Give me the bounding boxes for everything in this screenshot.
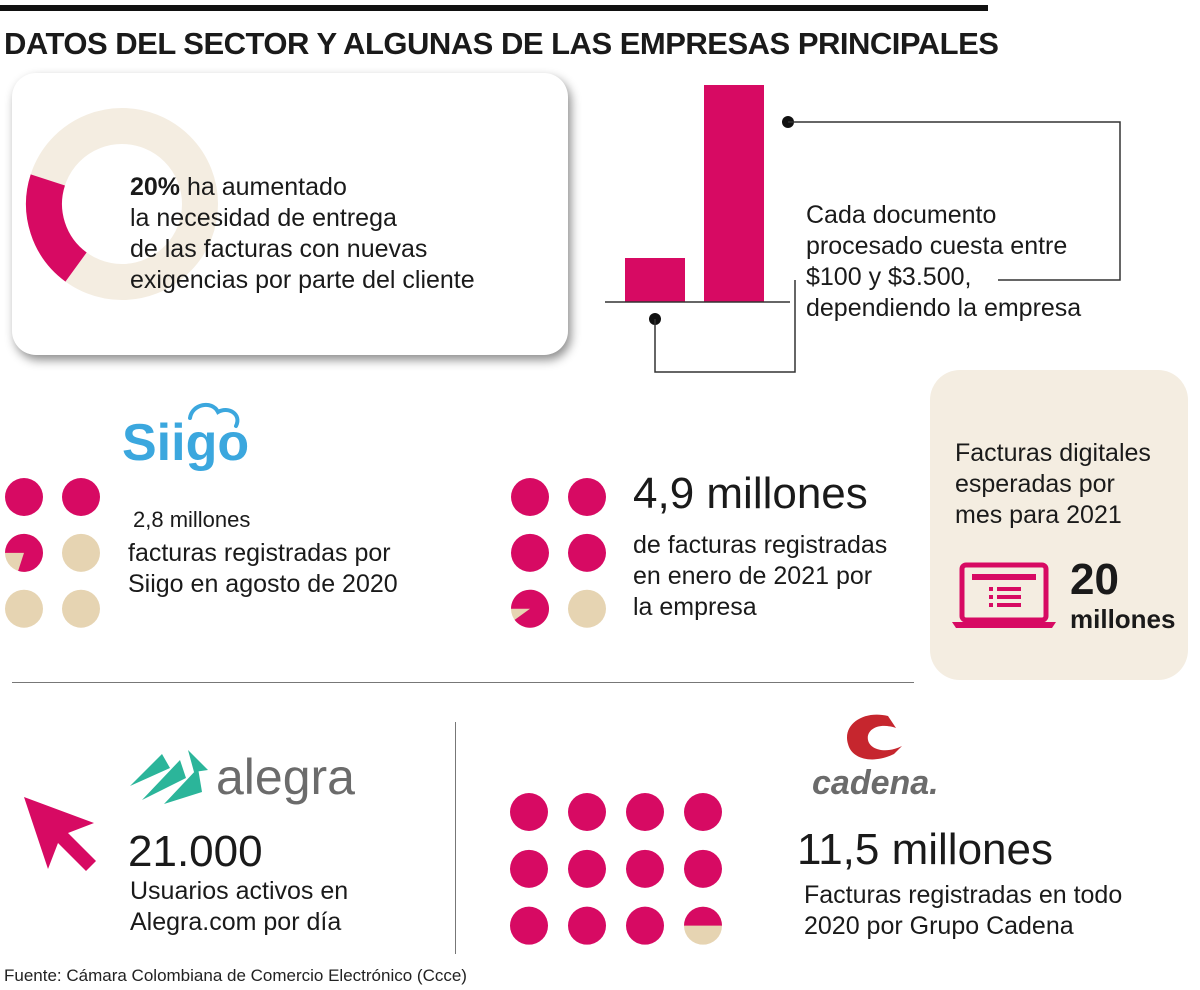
cost-high: $3.500 [888, 263, 965, 291]
cost-comma: , [964, 263, 972, 291]
need-line3: de las facturas con nuevas [130, 235, 428, 263]
need-text: 20% ha aumentado la necesidad de entrega… [130, 172, 475, 296]
siigo-line2: Siigo en agosto de 2020 [128, 570, 398, 598]
jan-dot [568, 589, 606, 628]
cost-line4: dependiendo la empresa [806, 294, 1082, 322]
jan-dots [510, 478, 606, 628]
expected-line3: mes para 2021 [955, 501, 1122, 529]
alegra-logo-text: alegra [216, 749, 355, 805]
siigo-dot [62, 589, 100, 628]
siigo-dot [5, 589, 43, 628]
cadena-line1: Facturas registradas en todo [804, 881, 1123, 909]
page-title: DATOS DEL SECTOR Y ALGUNAS DE LAS EMPRES… [4, 26, 999, 61]
cursor-arrow-icon [24, 797, 96, 871]
cadena-dot [568, 849, 606, 888]
expected-number: 20 [1070, 555, 1119, 604]
need-line2: la necesidad de entrega [130, 204, 397, 232]
jan-amount: 4,9 millones [633, 469, 868, 518]
jan-dot [568, 478, 606, 516]
cadena-dot [626, 849, 664, 888]
alegra-text: Usuarios activos en Alegra.com por día [130, 876, 348, 938]
cadena-c-icon [847, 714, 902, 760]
need-line4: exigencias por parte del cliente [130, 266, 475, 294]
siigo-cloud-icon [188, 402, 240, 428]
alegra-line1: Usuarios activos en [130, 877, 349, 905]
alegra-logo: alegra [130, 749, 355, 805]
jan-dot [510, 589, 549, 628]
siigo-dot [62, 533, 100, 572]
siigo-dots [4, 478, 100, 628]
cost-bars [605, 85, 1121, 373]
cadena-dot [568, 793, 606, 831]
cadena-dot [568, 906, 606, 945]
cadena-dot [626, 793, 664, 831]
cost-line1: Cada documento [806, 201, 997, 229]
cadena-dot [510, 793, 548, 831]
cadena-dot [626, 906, 664, 945]
bar-low [625, 258, 685, 302]
cost-connector: y [861, 263, 889, 291]
alegra-number: 21.000 [128, 827, 263, 876]
cadena-line2: 2020 por Grupo Cadena [804, 912, 1074, 940]
siigo-text: facturas registradas por Siigo en agosto… [128, 538, 398, 600]
cadena-dot [684, 849, 722, 888]
cadena-dot [684, 793, 722, 831]
alegra-leaf-icon [130, 750, 208, 804]
connector-line-low [654, 280, 796, 373]
jan-dot [511, 533, 549, 572]
cadena-amount: 11,5 millones [797, 825, 1053, 874]
jan-line2: en enero de 2021 por [633, 562, 873, 590]
expected-unit: millones [1070, 604, 1176, 634]
jan-text: de facturas registradas en enero de 2021… [633, 530, 887, 623]
cost-low: $100 [806, 263, 862, 291]
cadena-dot [684, 906, 723, 945]
column-divider [455, 722, 456, 954]
alegra-line2: Alegra.com por día [130, 908, 342, 936]
expected-line2: esperadas por [955, 470, 1115, 498]
jan-line1: de facturas registradas [633, 531, 888, 559]
cadena-logo: cadena. [812, 714, 939, 802]
expected-line1: Facturas digitales [955, 439, 1151, 467]
cadena-dots [510, 793, 723, 945]
jan-dot [511, 478, 549, 516]
laptop-icon [952, 562, 1056, 628]
section-divider [12, 682, 914, 683]
cadena-dot [510, 849, 548, 888]
cadena-logo-text: cadena. [812, 764, 939, 802]
cost-line2: procesado cuesta entre [806, 232, 1068, 260]
siigo-dot [62, 478, 100, 516]
siigo-line1: facturas registradas por [128, 539, 391, 567]
expected-card [930, 370, 1188, 680]
siigo-logo-text: Siigo [122, 414, 249, 472]
jan-dot [568, 533, 606, 572]
top-rule [0, 5, 988, 11]
need-percent: 20% [130, 173, 181, 201]
cadena-dot [510, 906, 548, 945]
siigo-logo: Siigo [122, 402, 249, 472]
siigo-dot [5, 478, 43, 516]
need-line1: ha aumentado [180, 173, 347, 201]
jan-line3: la empresa [633, 593, 757, 621]
connector-line-high [788, 121, 1121, 281]
donut-chart [26, 107, 218, 300]
expected-text: Facturas digitales esperadas por mes par… [955, 438, 1151, 531]
cost-text: Cada documento procesado cuesta entre $1… [806, 200, 1081, 324]
siigo-dot [4, 533, 43, 572]
siigo-amount: 2,8 millones [133, 507, 251, 532]
cadena-text: Facturas registradas en todo 2020 por Gr… [804, 880, 1122, 942]
bar-high [704, 85, 764, 302]
source-note: Fuente: Cámara Colombiana de Comercio El… [4, 966, 467, 985]
